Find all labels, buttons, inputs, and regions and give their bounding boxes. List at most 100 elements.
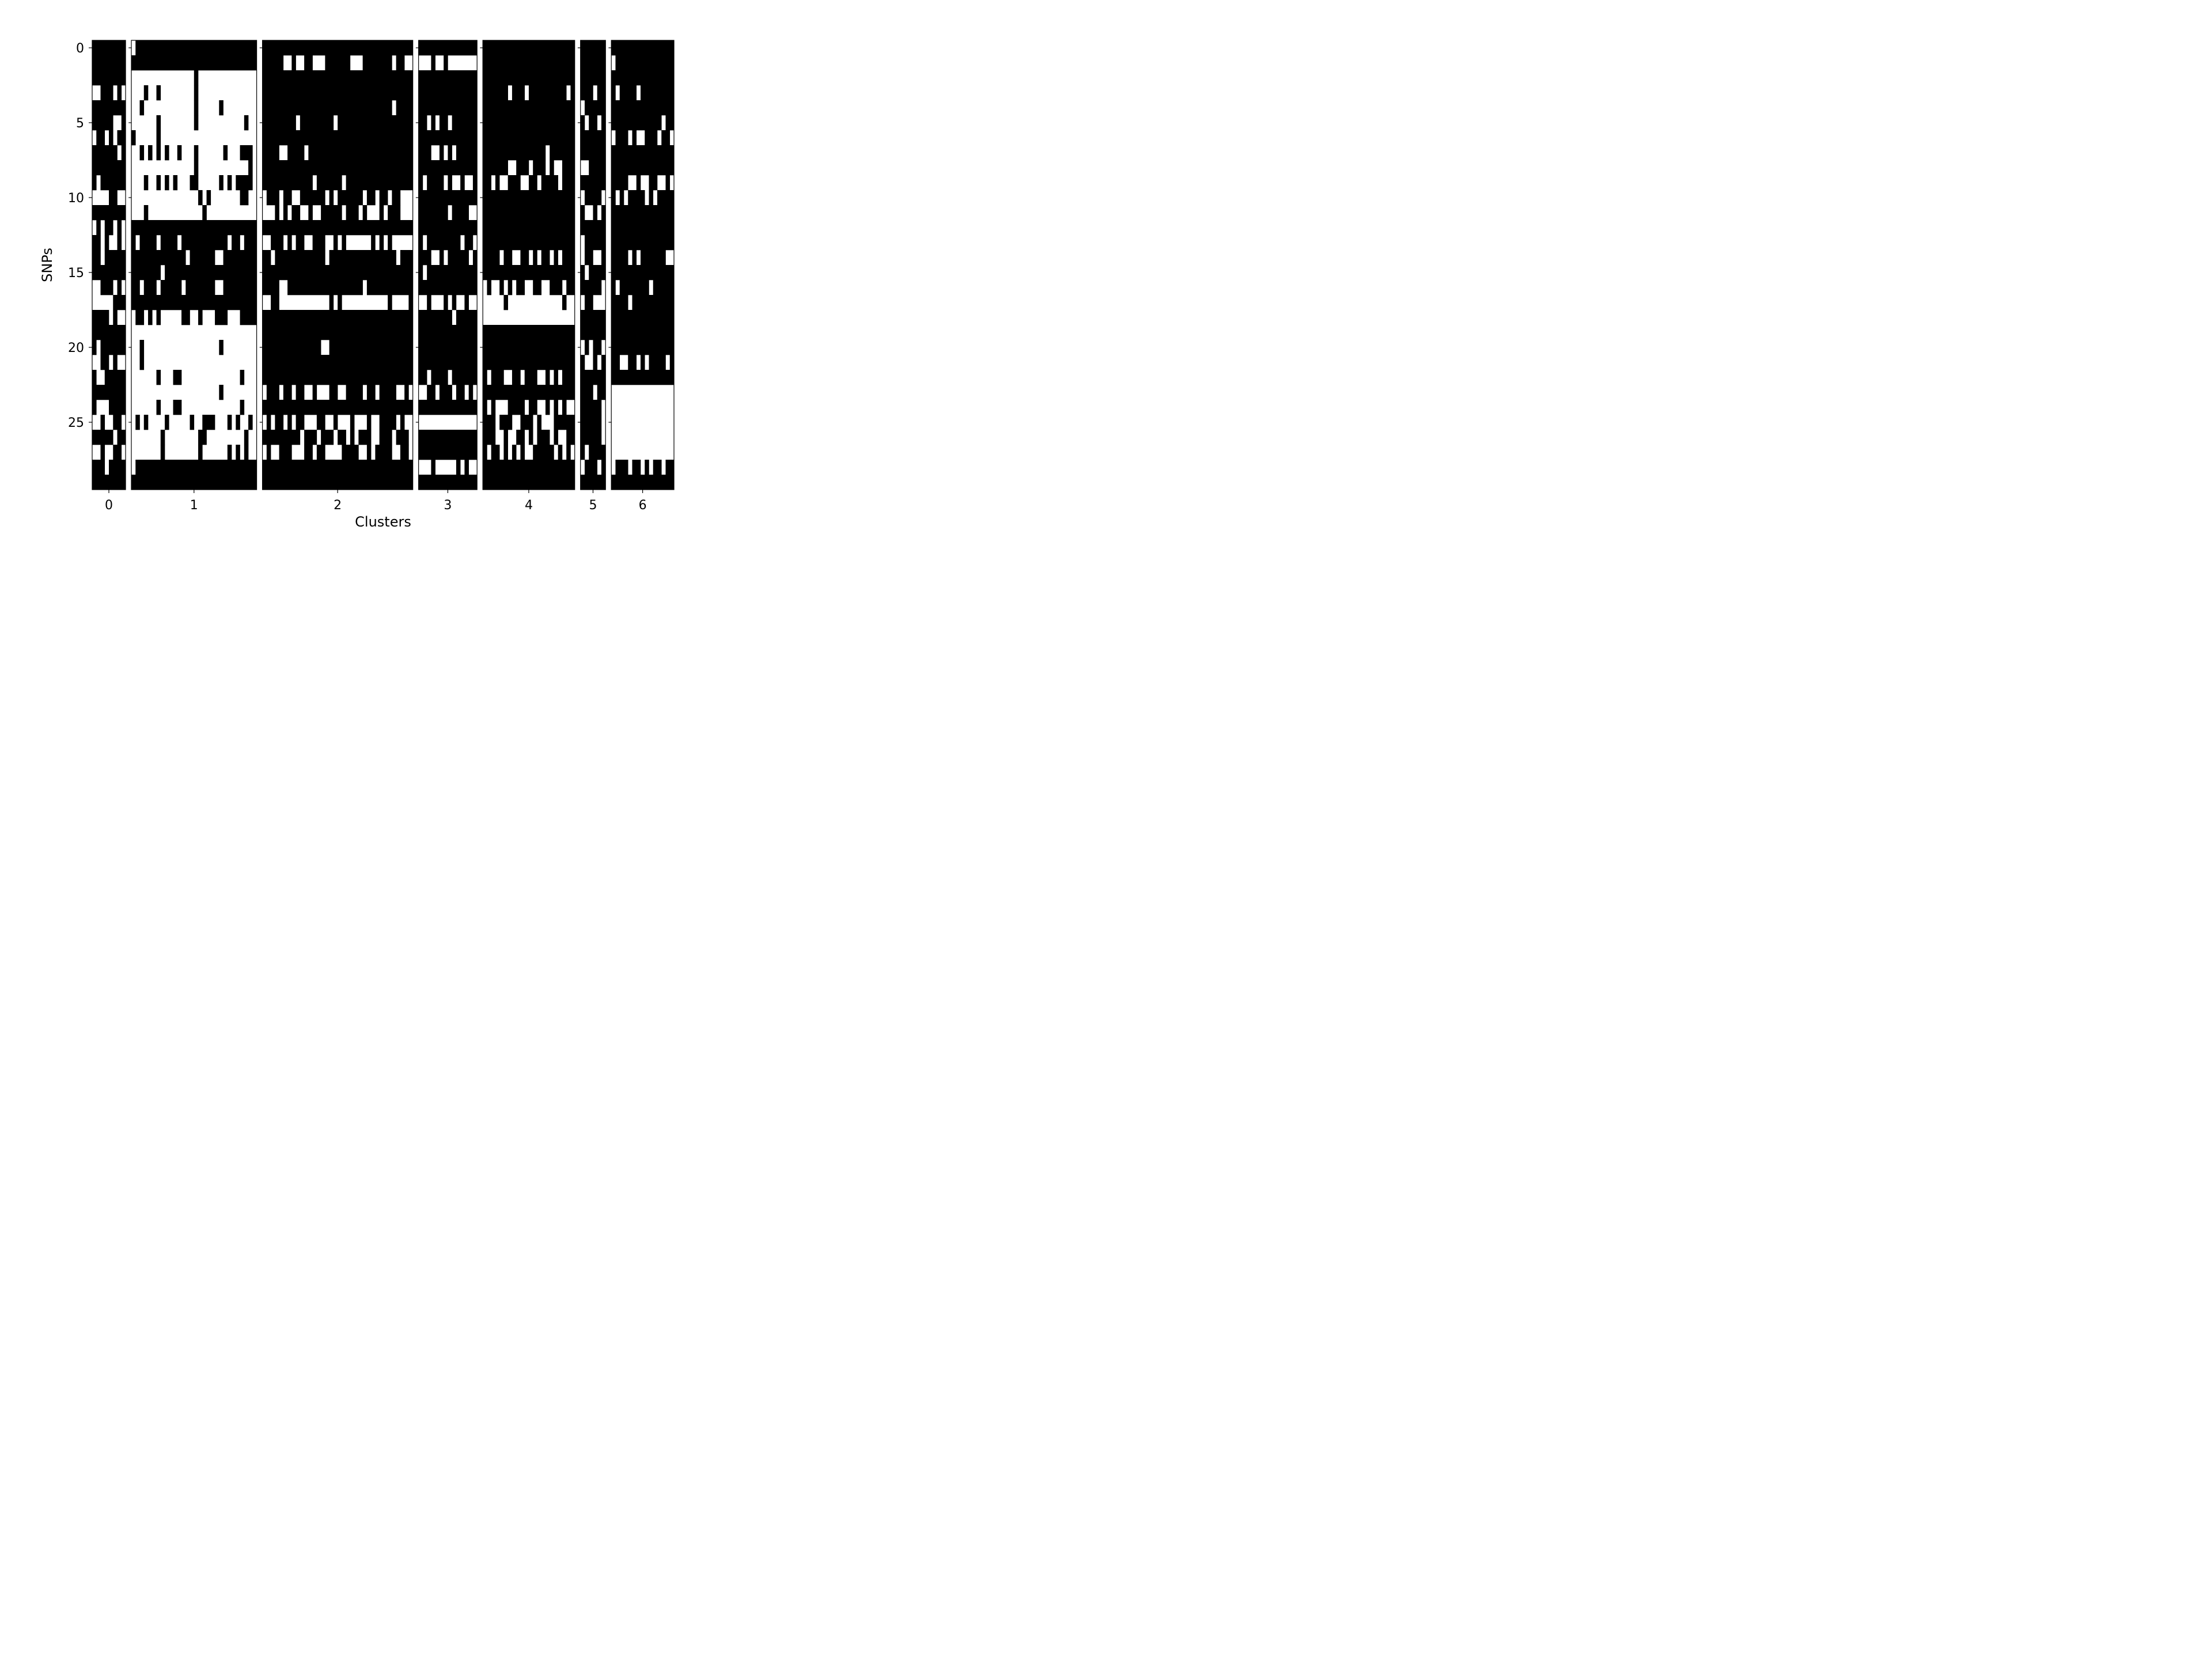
cell-run [248,415,253,430]
cell-run [581,400,602,415]
cell-run [404,385,409,400]
cell-run [483,460,575,475]
cell-run [601,205,606,220]
cell-run [589,265,605,280]
cell-run [118,220,122,235]
cell-run [118,280,122,295]
cell-run [157,145,161,160]
cell-run [431,115,435,130]
cell-run [570,85,575,100]
cell-run [267,415,271,430]
cell-run [283,205,288,220]
cell-run [611,265,674,280]
cell-run [92,265,126,280]
cell-run [516,430,525,445]
cell-run [144,85,149,100]
cell-run [181,310,190,325]
cell-run [483,100,575,115]
cell-run [533,250,537,265]
cell-run [325,55,350,70]
cell-run [338,115,413,130]
y-tick-label: 10 [68,191,84,206]
cell-run [419,310,452,325]
cell-run [546,400,550,415]
cell-run [185,280,215,295]
cell-run [219,175,224,190]
cell-run [92,175,97,190]
cell-run [101,280,113,295]
cell-run [165,175,169,190]
cell-run [275,205,279,220]
cell-run [308,205,313,220]
cell-run [194,145,199,160]
cell-run [611,370,674,385]
cell-run [632,460,641,475]
cell-run [491,400,496,415]
cell-run [113,415,122,430]
cell-run [287,235,292,250]
cell-run [92,115,113,130]
cell-run [601,115,606,130]
cell-run [581,115,585,130]
cell-run [313,235,325,250]
cell-run [329,385,338,400]
cell-run [483,370,487,385]
cell-run [367,280,413,295]
cell-run [649,190,653,205]
cell-run [581,475,606,490]
cell-run [562,400,567,415]
cell-run [101,415,105,430]
cell-run [240,370,245,385]
cell-run [207,190,211,205]
cell-run [508,280,513,295]
cell-run [566,445,571,460]
cell-run [483,355,575,370]
cell-run [419,220,478,235]
cell-run [483,205,575,220]
cell-run [419,280,478,295]
cell-run [177,145,182,160]
cell-run [533,445,554,460]
cell-run [263,370,413,385]
cell-run [92,400,97,415]
cell-run [140,145,145,160]
cell-run [585,340,589,355]
cell-run [135,415,140,430]
cell-run [452,370,478,385]
cell-run [554,415,575,430]
cell-run [219,340,224,355]
cell-run [581,205,585,220]
cell-run [611,280,616,295]
cell-run [263,70,413,85]
cell-run [653,460,662,475]
cell-run [483,145,546,160]
cell-run [554,370,558,385]
cell-run [202,415,215,430]
cell-run [329,340,413,355]
cell-run [419,70,478,85]
cell-run [300,190,325,205]
cell-run [92,145,118,160]
cell-run [483,220,575,235]
cell-run [581,145,606,160]
x-tick-label: 5 [589,498,597,513]
cell-run [419,190,478,205]
cell-run [118,85,122,100]
cell-run [554,250,558,265]
cell-run [350,415,355,430]
cell-run [267,445,271,460]
cell-run [419,250,431,265]
cell-run [611,325,674,340]
cell-run [236,415,240,430]
cell-run [215,310,228,325]
cell-run [440,115,448,130]
cell-run [304,445,313,460]
cell-run [641,250,666,265]
cell-run [427,265,477,280]
cell-run [419,100,478,115]
cell-run [144,205,149,220]
cell-run [427,295,431,310]
cell-run [419,430,478,445]
cell-run [173,400,182,415]
cell-run [581,130,606,145]
